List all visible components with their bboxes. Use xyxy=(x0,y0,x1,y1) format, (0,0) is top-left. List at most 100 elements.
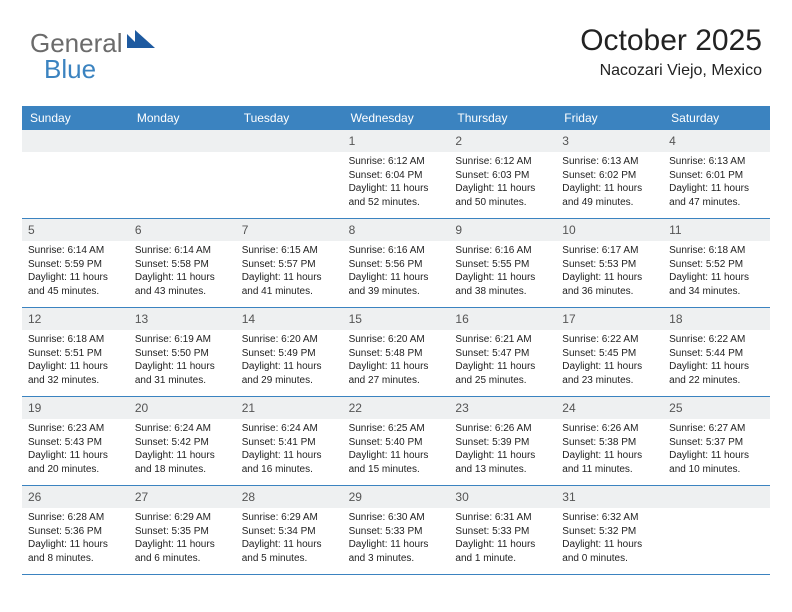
header: October 2025 Nacozari Viejo, Mexico xyxy=(580,24,762,80)
dow-saturday: Saturday xyxy=(663,106,770,130)
daylight-text: Daylight: 11 hours and 43 minutes. xyxy=(135,271,230,298)
sunrise-text: Sunrise: 6:20 AM xyxy=(349,333,444,347)
daylight-text: Daylight: 11 hours and 15 minutes. xyxy=(349,449,444,476)
daylight-text: Daylight: 11 hours and 32 minutes. xyxy=(28,360,123,387)
day-details: Sunrise: 6:29 AMSunset: 5:35 PMDaylight:… xyxy=(129,511,236,569)
day-details: Sunrise: 6:23 AMSunset: 5:43 PMDaylight:… xyxy=(22,422,129,480)
sunset-text: Sunset: 5:56 PM xyxy=(349,258,444,272)
daylight-text: Daylight: 11 hours and 31 minutes. xyxy=(135,360,230,387)
day-number: 16 xyxy=(449,308,556,330)
calendar-cell: 17Sunrise: 6:22 AMSunset: 5:45 PMDayligh… xyxy=(556,308,663,396)
sunrise-text: Sunrise: 6:27 AM xyxy=(669,422,764,436)
week-row: 12Sunrise: 6:18 AMSunset: 5:51 PMDayligh… xyxy=(22,308,770,397)
daylight-text: Daylight: 11 hours and 38 minutes. xyxy=(455,271,550,298)
sunrise-text: Sunrise: 6:30 AM xyxy=(349,511,444,525)
day-details: Sunrise: 6:31 AMSunset: 5:33 PMDaylight:… xyxy=(449,511,556,569)
sunset-text: Sunset: 5:45 PM xyxy=(562,347,657,361)
day-details: Sunrise: 6:22 AMSunset: 5:44 PMDaylight:… xyxy=(663,333,770,391)
calendar-cell: 25 Sunrise: 6:27 AMSunset: 5:37 PMDayligh… xyxy=(663,397,770,485)
day-details: Sunrise: 6:20 AMSunset: 5:48 PMDaylight:… xyxy=(343,333,450,391)
sunrise-text: Sunrise: 6:13 AM xyxy=(562,155,657,169)
day-details: Sunrise: 6:28 AMSunset: 5:36 PMDaylight:… xyxy=(22,511,129,569)
day-number: 25 xyxy=(663,397,770,419)
sunset-text: Sunset: 5:35 PM xyxy=(135,525,230,539)
daylight-text: Daylight: 11 hours and 20 minutes. xyxy=(28,449,123,476)
sunset-text: Sunset: 6:04 PM xyxy=(349,169,444,183)
day-details: Sunrise: 6:15 AMSunset: 5:57 PMDaylight:… xyxy=(236,244,343,302)
sunrise-text: Sunrise: 6:29 AM xyxy=(242,511,337,525)
calendar-cell xyxy=(22,130,129,218)
calendar-cell: 10Sunrise: 6:17 AMSunset: 5:53 PMDayligh… xyxy=(556,219,663,307)
daylight-text: Daylight: 11 hours and 47 minutes. xyxy=(669,182,764,209)
sunset-text: Sunset: 5:38 PM xyxy=(562,436,657,450)
day-number: 22 xyxy=(343,397,450,419)
sunrise-text: Sunrise: 6:18 AM xyxy=(28,333,123,347)
sunrise-text: Sunrise: 6:13 AM xyxy=(669,155,764,169)
sunset-text: Sunset: 6:01 PM xyxy=(669,169,764,183)
daylight-text: Daylight: 11 hours and 34 minutes. xyxy=(669,271,764,298)
daylight-text: Daylight: 11 hours and 16 minutes. xyxy=(242,449,337,476)
daylight-text: Daylight: 11 hours and 39 minutes. xyxy=(349,271,444,298)
sunset-text: Sunset: 5:47 PM xyxy=(455,347,550,361)
calendar-cell: 27 Sunrise: 6:29 AMSunset: 5:35 PMDayligh… xyxy=(129,486,236,574)
dow-tuesday: Tuesday xyxy=(236,106,343,130)
daylight-text: Daylight: 11 hours and 27 minutes. xyxy=(349,360,444,387)
day-details: Sunrise: 6:21 AMSunset: 5:47 PMDaylight:… xyxy=(449,333,556,391)
day-number xyxy=(236,130,343,152)
day-details: Sunrise: 6:13 AMSunset: 6:02 PMDaylight:… xyxy=(556,155,663,213)
calendar-cell: 9Sunrise: 6:16 AMSunset: 5:55 PMDaylight… xyxy=(449,219,556,307)
day-number: 24 xyxy=(556,397,663,419)
sunset-text: Sunset: 5:49 PM xyxy=(242,347,337,361)
daylight-text: Daylight: 11 hours and 22 minutes. xyxy=(669,360,764,387)
daylight-text: Daylight: 11 hours and 50 minutes. xyxy=(455,182,550,209)
day-number: 27 xyxy=(129,486,236,508)
sunset-text: Sunset: 5:58 PM xyxy=(135,258,230,272)
daylight-text: Daylight: 11 hours and 23 minutes. xyxy=(562,360,657,387)
dow-wednesday: Wednesday xyxy=(343,106,450,130)
calendar-cell: 19Sunrise: 6:23 AMSunset: 5:43 PMDayligh… xyxy=(22,397,129,485)
day-number: 3 xyxy=(556,130,663,152)
calendar-cell: 23Sunrise: 6:26 AMSunset: 5:39 PMDayligh… xyxy=(449,397,556,485)
day-number: 14 xyxy=(236,308,343,330)
sunrise-text: Sunrise: 6:25 AM xyxy=(349,422,444,436)
day-number: 31 xyxy=(556,486,663,508)
calendar-cell: 13Sunrise: 6:19 AMSunset: 5:50 PMDayligh… xyxy=(129,308,236,396)
calendar-cell: 31Sunrise: 6:32 AMSunset: 5:32 PMDayligh… xyxy=(556,486,663,574)
sunrise-text: Sunrise: 6:12 AM xyxy=(349,155,444,169)
sunrise-text: Sunrise: 6:16 AM xyxy=(455,244,550,258)
week-row: 19Sunrise: 6:23 AMSunset: 5:43 PMDayligh… xyxy=(22,397,770,486)
daylight-text: Daylight: 11 hours and 13 minutes. xyxy=(455,449,550,476)
sunset-text: Sunset: 5:39 PM xyxy=(455,436,550,450)
dow-header-row: SundayMondayTuesdayWednesdayThursdayFrid… xyxy=(22,106,770,130)
day-number: 2 xyxy=(449,130,556,152)
day-details: Sunrise: 6:17 AMSunset: 5:53 PMDaylight:… xyxy=(556,244,663,302)
sunset-text: Sunset: 5:51 PM xyxy=(28,347,123,361)
day-details: Sunrise: 6:30 AMSunset: 5:33 PMDaylight:… xyxy=(343,511,450,569)
sunrise-text: Sunrise: 6:26 AM xyxy=(562,422,657,436)
daylight-text: Daylight: 11 hours and 11 minutes. xyxy=(562,449,657,476)
daylight-text: Daylight: 11 hours and 5 minutes. xyxy=(242,538,337,565)
sunset-text: Sunset: 6:02 PM xyxy=(562,169,657,183)
calendar-cell: 15 Sunrise: 6:20 AMSunset: 5:48 PMDayligh… xyxy=(343,308,450,396)
sunrise-text: Sunrise: 6:26 AM xyxy=(455,422,550,436)
calendar-cell: 22Sunrise: 6:25 AMSunset: 5:40 PMDayligh… xyxy=(343,397,450,485)
daylight-text: Daylight: 11 hours and 18 minutes. xyxy=(135,449,230,476)
day-details: Sunrise: 6:14 AMSunset: 5:59 PMDaylight:… xyxy=(22,244,129,302)
day-details: Sunrise: 6:27 AMSunset: 5:37 PMDaylight:… xyxy=(663,422,770,480)
sunset-text: Sunset: 5:42 PM xyxy=(135,436,230,450)
day-number: 28 xyxy=(236,486,343,508)
day-number: 15 xyxy=(343,308,450,330)
day-number: 20 xyxy=(129,397,236,419)
day-number xyxy=(663,486,770,508)
sunset-text: Sunset: 5:57 PM xyxy=(242,258,337,272)
sunrise-text: Sunrise: 6:19 AM xyxy=(135,333,230,347)
sunrise-text: Sunrise: 6:24 AM xyxy=(135,422,230,436)
sunset-text: Sunset: 5:36 PM xyxy=(28,525,123,539)
calendar-cell: 16 Sunrise: 6:21 AMSunset: 5:47 PMDayligh… xyxy=(449,308,556,396)
daylight-text: Daylight: 11 hours and 1 minute. xyxy=(455,538,550,565)
daylight-text: Daylight: 11 hours and 29 minutes. xyxy=(242,360,337,387)
day-details: Sunrise: 6:22 AMSunset: 5:45 PMDaylight:… xyxy=(556,333,663,391)
daylight-text: Daylight: 11 hours and 3 minutes. xyxy=(349,538,444,565)
sunrise-text: Sunrise: 6:28 AM xyxy=(28,511,123,525)
sunrise-text: Sunrise: 6:17 AM xyxy=(562,244,657,258)
